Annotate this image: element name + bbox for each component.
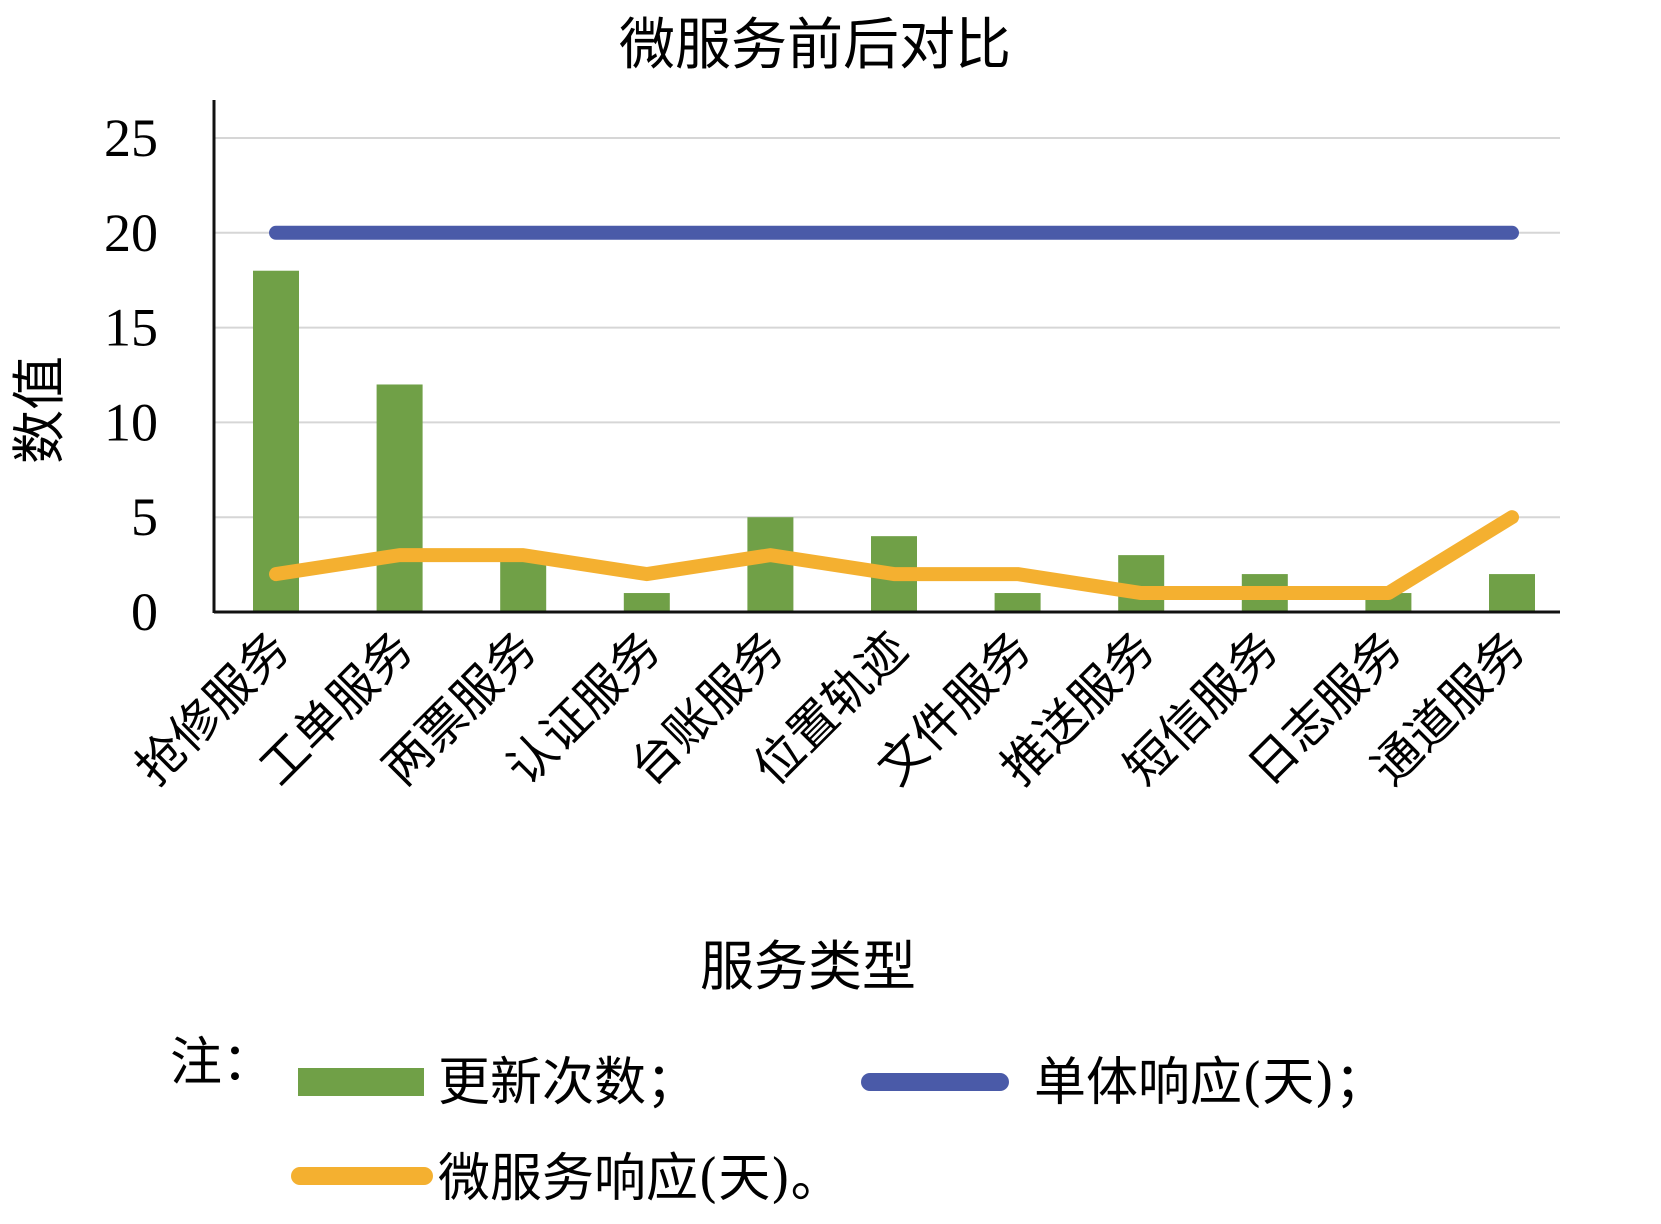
legend-prefix: 注： <box>170 1033 274 1093</box>
bar <box>1489 574 1535 612</box>
chart-title: 微服务前后对比 <box>619 13 1011 78</box>
bar <box>747 517 794 612</box>
y-tick-label: 0 <box>131 582 158 642</box>
line-series <box>269 225 1519 601</box>
y-tick-label: 15 <box>104 298 158 358</box>
y-tick-label: 20 <box>104 203 158 263</box>
bar <box>253 270 299 612</box>
bar <box>376 384 423 612</box>
axes <box>212 100 1560 614</box>
legend-swatch-updates <box>298 1068 424 1096</box>
bar <box>994 593 1041 612</box>
x-tick-labels: 抢修服务工单服务两票服务认证服务台账服务位置轨迹文件服务推送服务短信服务日志服务… <box>125 621 1536 796</box>
bar <box>500 555 547 612</box>
bar <box>1118 555 1165 612</box>
y-tick-labels: 0 5 10 15 20 25 <box>104 108 158 642</box>
x-axis-label: 服务类型 <box>700 935 916 998</box>
series-line-2 <box>269 510 1519 601</box>
bar <box>623 593 670 612</box>
y-tick-label: 25 <box>104 108 158 168</box>
legend: 注： 更新次数； 单体响应(天)； 微服务响应(天)。 <box>170 1033 1387 1209</box>
legend-label-monolith: 单体响应(天)； <box>1034 1053 1387 1113</box>
y-axis-label: 数值 <box>8 356 71 464</box>
bar-series <box>253 270 1535 612</box>
y-tick-label: 5 <box>131 487 158 547</box>
legend-label-updates: 更新次数； <box>438 1053 698 1113</box>
y-tick-label: 10 <box>104 392 158 452</box>
legend-label-microservice: 微服务响应(天)。 <box>438 1149 843 1209</box>
